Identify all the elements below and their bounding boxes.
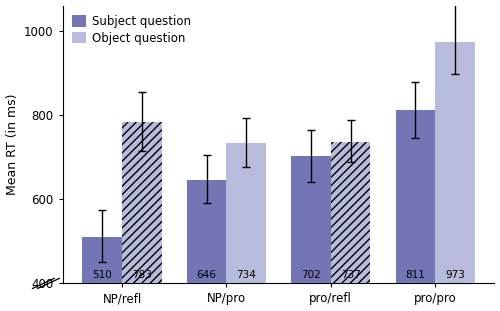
Bar [435,42,475,283]
Bar [187,180,226,283]
Text: 737: 737 [340,270,360,280]
Text: 783: 783 [132,270,152,280]
Bar [226,143,266,283]
Text: 646: 646 [196,270,216,280]
Bar [331,142,370,283]
Text: 510: 510 [92,270,112,280]
Text: 702: 702 [301,270,321,280]
Text: 811: 811 [406,270,425,280]
Bar [396,110,435,283]
Text: 973: 973 [445,270,465,280]
Bar [291,156,331,283]
Text: 734: 734 [236,270,256,280]
Legend: Subject question, Object question: Subject question, Object question [68,12,195,48]
Bar [122,122,162,283]
Y-axis label: Mean RT (in ms): Mean RT (in ms) [6,94,18,195]
Bar [82,237,122,283]
